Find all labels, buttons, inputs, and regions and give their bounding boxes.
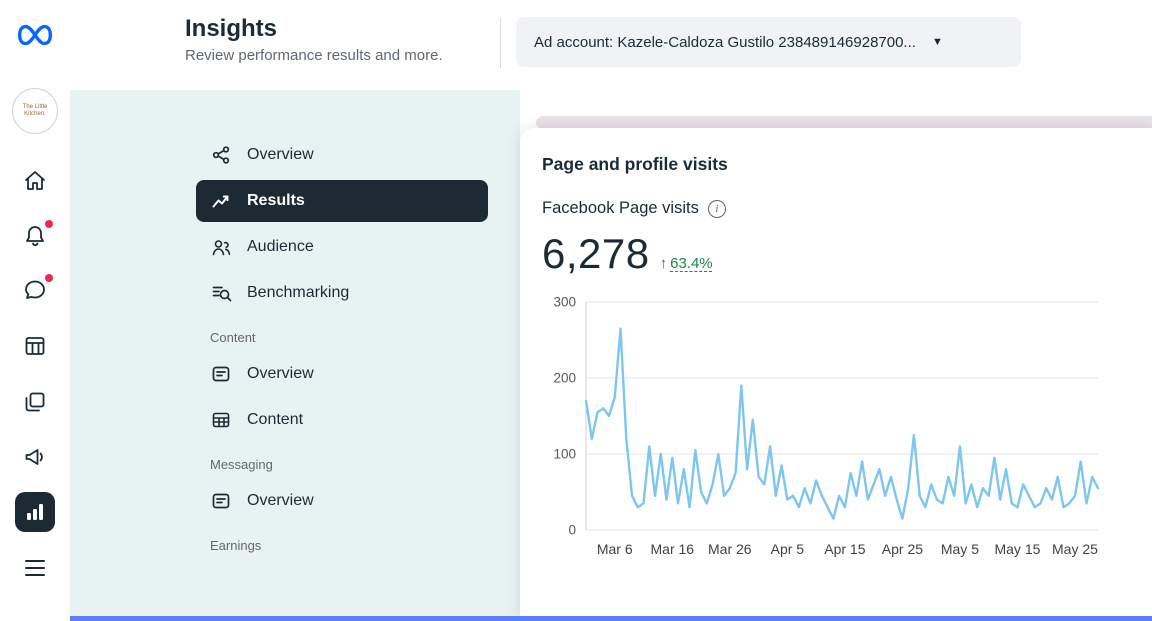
page-title: Insights [185,15,278,42]
insights-icon[interactable] [15,492,55,532]
page-header: Insights Review performance results and … [70,0,1152,90]
content-grid-icon [210,409,232,431]
nav-section-earnings: Earnings [210,538,262,553]
metric-row: Facebook Page visits i [542,199,1152,218]
chevron-down-icon: ▼ [931,36,943,48]
nav-label: Overview [247,365,314,382]
nav-item-content[interactable]: Content [196,399,488,441]
svg-text:Apr 15: Apr 15 [824,541,865,557]
nav-label: Results [247,192,305,209]
svg-text:Mar 6: Mar 6 [597,541,633,557]
horizontal-scrollbar[interactable] [536,116,1152,129]
svg-text:May 25: May 25 [1052,541,1098,557]
nav-label: Overview [247,492,314,509]
left-rail: The Little Kitchen. [0,0,70,621]
post-icon [210,490,232,512]
bottom-accent-bar [70,616,1152,621]
ads-megaphone-icon[interactable] [22,444,48,470]
avatar-image: The Little Kitchen. [22,103,48,118]
svg-text:Mar 16: Mar 16 [651,541,695,557]
benchmarking-search-icon [210,282,232,304]
nav-section-content: Content [210,330,256,345]
svg-text:May 5: May 5 [941,541,979,557]
nav-item-messaging-overview[interactable]: Overview [196,480,488,522]
insights-nav: Overview Results Audience [196,134,488,553]
nav-item-content-overview[interactable]: Overview [196,353,488,395]
main-content: Page and profile visits Facebook Page vi… [520,90,1152,616]
overview-network-icon [210,144,232,166]
ad-account-dropdown[interactable]: Ad account: Kazele-Caldoza Gustilo 23848… [516,17,1021,67]
planner-icon[interactable] [22,333,48,359]
nav-section-messaging: Messaging [210,457,273,472]
svg-text:200: 200 [553,371,576,386]
card-title: Page and profile visits [542,154,728,174]
info-icon[interactable]: i [707,199,726,218]
visits-card: Page and profile visits Facebook Page vi… [520,128,1152,616]
content-pages-icon[interactable] [22,389,48,415]
visits-chart: 0 100 200 300 Mar 6 Mar 16 Mar 26 Apr 5 Apr 15 Ap… [553,295,1100,557]
notification-badge [45,220,53,228]
nav-item-audience[interactable]: Audience [196,226,488,268]
ad-account-label: Ad account: Kazele-Caldoza Gustilo 23848… [534,33,916,51]
meta-logo[interactable] [16,22,54,48]
svg-text:May 15: May 15 [994,541,1040,557]
metric-value: 6,278 [542,230,650,277]
delta-value: 63.4% [670,255,713,272]
nav-label: Overview [247,146,314,163]
metric-label: Facebook Page visits [542,199,699,217]
nav-item-overview[interactable]: Overview [196,134,488,176]
results-trend-icon [210,190,232,212]
title-block: Insights Review performance results and … [185,15,443,64]
arrow-up-icon: ↑ [659,255,668,272]
nav-item-benchmarking[interactable]: Benchmarking [196,272,488,314]
messages-icon[interactable] [22,274,53,303]
all-tools-icon[interactable] [22,557,48,579]
audience-people-icon [210,236,232,258]
nav-item-results[interactable]: Results [196,180,488,222]
svg-text:100: 100 [553,447,576,462]
notifications-icon[interactable] [22,220,53,249]
svg-text:0: 0 [568,523,576,538]
svg-text:Apr 25: Apr 25 [882,541,923,557]
nav-label: Content [247,411,304,428]
svg-text:300: 300 [553,295,576,310]
business-avatar[interactable]: The Little Kitchen. [12,88,58,134]
home-icon[interactable] [22,168,48,194]
page-subtitle: Review performance results and more. [185,47,443,64]
messages-badge [45,274,53,282]
delta-link[interactable]: ↑ 63.4% [660,255,713,272]
post-icon [210,363,232,385]
insights-sidebar: Overview Results Audience [70,90,520,616]
value-row: 6,278 ↑ 63.4% [542,230,1152,278]
nav-label: Audience [247,238,314,255]
svg-text:Apr 5: Apr 5 [771,541,805,557]
svg-text:Mar 26: Mar 26 [708,541,752,557]
header-divider [500,18,501,68]
nav-label: Benchmarking [247,284,350,301]
